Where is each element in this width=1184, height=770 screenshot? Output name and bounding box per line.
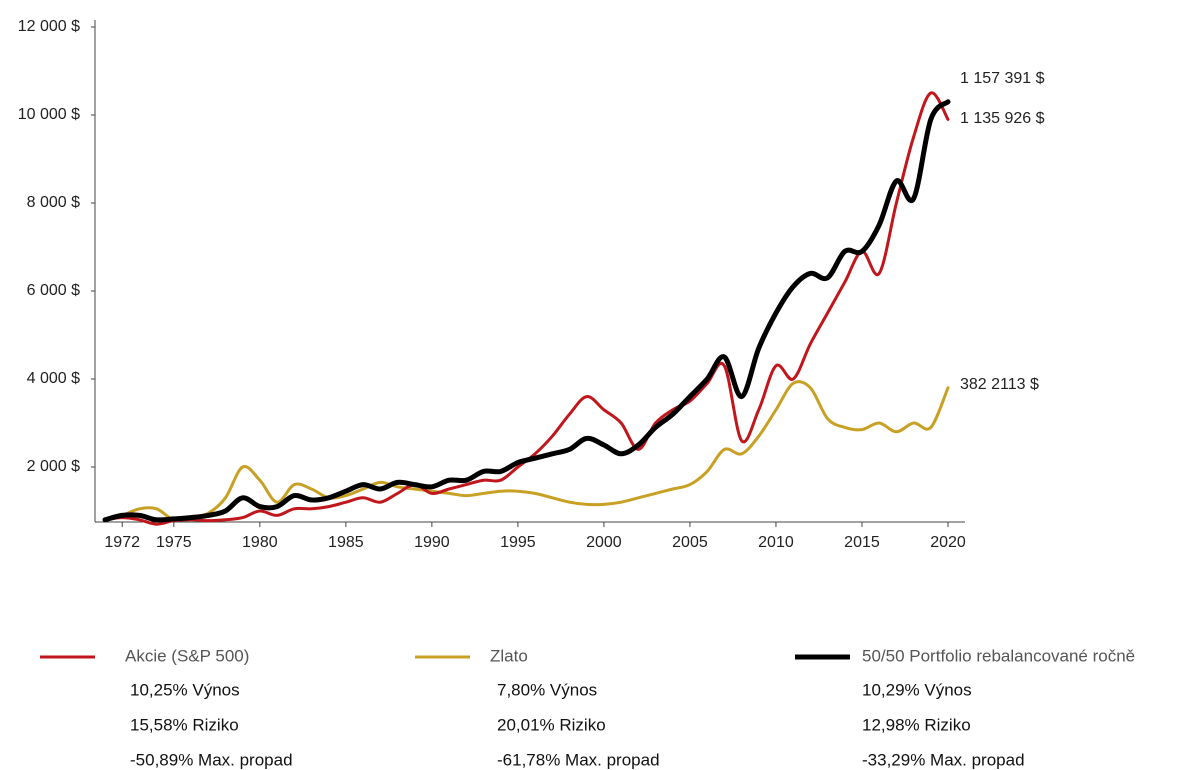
series-line (103, 380, 950, 522)
x-tick-label: 1972 (104, 534, 140, 551)
end-label: 382 2113 $ (960, 376, 1039, 393)
x-tick-label: 2015 (844, 534, 880, 551)
x-tick-label: 1975 (156, 534, 192, 551)
x-tick-label: 2005 (672, 534, 708, 551)
legend-label: Akcie (S&P 500) (125, 646, 249, 665)
x-tick-label: 1985 (328, 534, 364, 551)
legend-stat: 20,01% Riziko (497, 715, 606, 734)
legend-stat: 10,25% Výnos (130, 680, 240, 699)
y-tick-label: 10 000 $ (18, 106, 80, 123)
legend-stat: 12,98% Riziko (862, 715, 971, 734)
x-tick-label: 1995 (500, 534, 536, 551)
legend-stat: -61,78% Max. propad (497, 750, 660, 769)
end-label: 1 157 391 $ (960, 70, 1045, 87)
y-tick-label: 4 000 $ (27, 370, 80, 387)
legend-stat: 15,58% Riziko (130, 715, 239, 734)
y-tick-label: 8 000 $ (27, 194, 80, 211)
y-tick-label: 6 000 $ (27, 282, 80, 299)
legend-stat: 7,80% Výnos (497, 680, 597, 699)
legend-stat: -50,89% Max. propad (130, 750, 293, 769)
y-tick-label: 12 000 $ (18, 18, 80, 35)
y-tick-label: 2 000 $ (27, 458, 80, 475)
x-tick-label: 1980 (242, 534, 278, 551)
legend-stat: 10,29% Výnos (862, 680, 972, 699)
x-tick-label: 2000 (586, 534, 622, 551)
x-tick-label: 2010 (758, 534, 794, 551)
end-label: 1 135 926 $ (960, 110, 1045, 127)
legend-label: Zlato (490, 646, 528, 665)
legend-stat: -33,29% Max. propad (862, 750, 1025, 769)
series-line (102, 99, 951, 523)
x-tick-label: 2020 (930, 534, 966, 551)
legend-label: 50/50 Portfolio rebalancované ročně (862, 646, 1135, 665)
x-tick-label: 1990 (414, 534, 450, 551)
